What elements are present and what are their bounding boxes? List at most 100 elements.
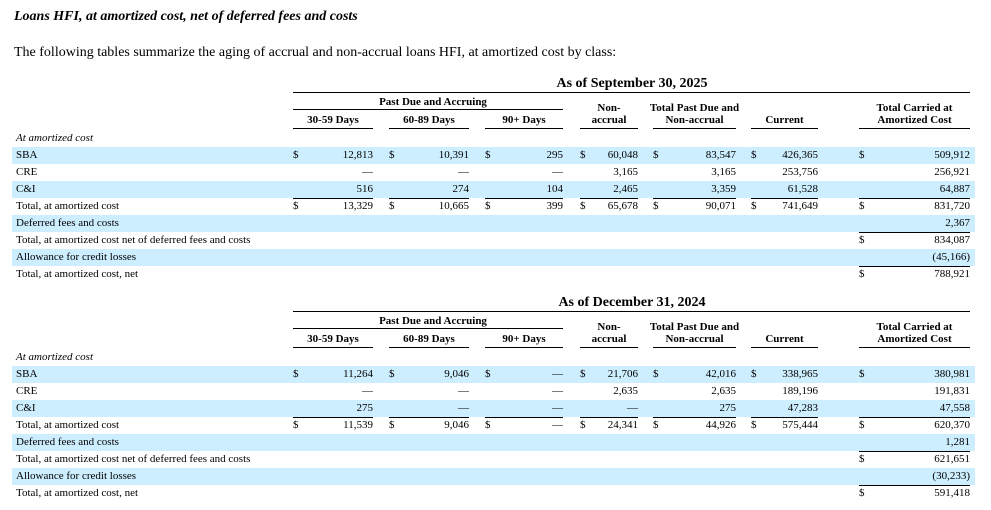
rule: [485, 128, 563, 129]
currency-sign: $: [580, 367, 586, 380]
rule: [859, 197, 970, 199]
rule: [859, 231, 970, 233]
rule: [653, 347, 736, 348]
cell-value: 10,391: [438, 148, 469, 161]
currency-sign: $: [293, 199, 299, 212]
cell-value: 275: [356, 401, 374, 414]
rule: [859, 484, 970, 486]
cell-value: 275: [719, 401, 737, 414]
currency-sign: $: [751, 199, 757, 212]
cell-value: 191,831: [934, 384, 970, 397]
row-label: Allowance for credit losses: [16, 250, 137, 263]
cell-value: 295: [546, 148, 564, 161]
column-header: 90+ Days: [502, 114, 546, 126]
currency-sign: $: [389, 148, 395, 161]
rule: [389, 128, 469, 129]
group-header: Past Due and Accruing: [379, 315, 487, 327]
column-header: 60-89 Days: [403, 114, 455, 126]
column-header: Amortized Cost: [877, 114, 952, 126]
cell-value: 47,283: [787, 401, 818, 414]
cell-value: —: [552, 367, 563, 380]
rule: [580, 416, 638, 418]
currency-sign: $: [859, 199, 865, 212]
cell-value: 338,965: [782, 367, 818, 380]
row-stripe: [12, 467, 975, 485]
cell-value: 516: [356, 182, 374, 195]
currency-sign: $: [580, 418, 586, 431]
currency-sign: $: [653, 418, 659, 431]
rule: [389, 416, 469, 418]
row-label: CRE: [16, 384, 38, 397]
cell-value: —: [552, 418, 563, 431]
row-stripe: [12, 146, 975, 164]
currency-sign: $: [293, 418, 299, 431]
cell-value: —: [552, 384, 563, 397]
column-header: Amortized Cost: [877, 333, 952, 345]
cell-value: 620,370: [934, 418, 970, 431]
row-label: Total, at amortized cost, net: [16, 486, 139, 499]
row-label: CRE: [16, 165, 38, 178]
cell-value: 788,921: [934, 267, 970, 280]
currency-sign: $: [580, 199, 586, 212]
cell-value: 104: [546, 182, 564, 195]
rule: [485, 347, 563, 348]
rule: [859, 347, 970, 348]
cell-value: 60,048: [607, 148, 638, 161]
currency-sign: $: [485, 418, 491, 431]
cell-value: 2,465: [613, 182, 638, 195]
currency-sign: $: [389, 367, 395, 380]
cell-value: 509,912: [934, 148, 970, 161]
rule: [293, 109, 563, 110]
cell-value: 3,165: [613, 165, 638, 178]
cell-value: 2,367: [945, 216, 970, 229]
currency-sign: $: [293, 367, 299, 380]
rule: [293, 92, 970, 93]
cell-value: —: [458, 401, 469, 414]
cell-value: 253,756: [782, 165, 818, 178]
cell-value: —: [458, 384, 469, 397]
row-label: Total, at amortized cost: [16, 418, 120, 431]
rule: [293, 347, 373, 348]
row-stripe: [12, 214, 975, 232]
section-label: At amortized cost: [16, 351, 93, 363]
cell-value: 64,887: [939, 182, 970, 195]
rule: [859, 416, 970, 418]
cell-value: 13,329: [342, 199, 373, 212]
table-heading: As of September 30, 2025: [556, 76, 708, 91]
row-label: SBA: [16, 148, 38, 161]
row-label: C&I: [16, 401, 36, 414]
currency-sign: $: [751, 367, 757, 380]
cell-value: 426,365: [782, 148, 818, 161]
currency-sign: $: [653, 148, 659, 161]
cell-value: 591,418: [934, 486, 970, 499]
rule: [293, 128, 373, 129]
title: Loans HFI, at amortized cost, net of def…: [14, 9, 358, 24]
column-header: Non-: [597, 102, 621, 114]
cell-value: 3,359: [711, 182, 736, 195]
column-header: 90+ Days: [502, 333, 546, 345]
row-stripe: [12, 365, 975, 383]
cell-value: 42,016: [705, 367, 736, 380]
currency-sign: $: [485, 367, 491, 380]
column-header: 60-89 Days: [403, 333, 455, 345]
row-stripe: [12, 399, 975, 417]
cell-value: 47,558: [939, 401, 970, 414]
cell-value: 24,341: [607, 418, 638, 431]
cell-value: 21,706: [607, 367, 638, 380]
row-label: C&I: [16, 182, 36, 195]
rule: [293, 416, 373, 418]
intro: The following tables summarize the aging…: [14, 45, 617, 60]
currency-sign: $: [653, 199, 659, 212]
cell-value: 399: [546, 199, 564, 212]
currency-sign: $: [859, 486, 865, 499]
cell-value: 3,165: [711, 165, 736, 178]
currency-sign: $: [580, 148, 586, 161]
rule: [580, 128, 638, 129]
rule: [389, 197, 469, 199]
cell-value: —: [362, 384, 373, 397]
rule: [653, 197, 736, 199]
row-label: Allowance for credit losses: [16, 469, 137, 482]
cell-value: 256,921: [934, 165, 970, 178]
rule: [751, 128, 818, 129]
